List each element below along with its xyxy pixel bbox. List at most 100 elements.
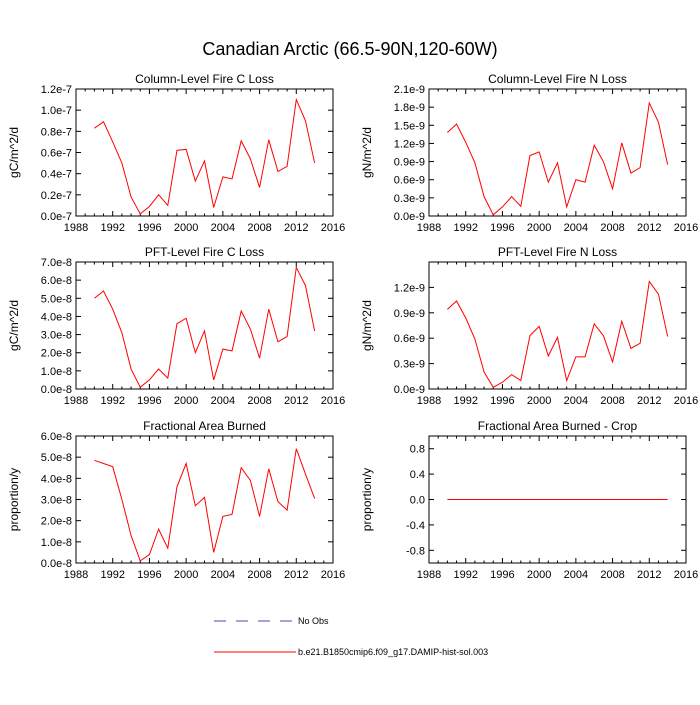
x-tick-label: 2012 [284, 569, 308, 581]
y-tick-label: 6.0e-8 [41, 275, 72, 287]
y-tick-label: 5.0e-8 [41, 452, 72, 464]
y-tick-label: 0.9e-9 [394, 157, 425, 169]
x-tick-label: 2004 [564, 569, 588, 581]
y-tick-label: 0.8e-7 [41, 126, 72, 138]
x-tick-label: 2000 [527, 569, 551, 581]
series-line [94, 448, 316, 562]
y-tick-label: 1.2e-9 [394, 138, 425, 150]
x-tick-label: 1988 [417, 395, 441, 407]
y-tick-label: 4.0e-8 [41, 311, 72, 323]
legend: No Obs b.e21.B1850cmip6.f09_g17.DAMIP-hi… [214, 616, 488, 657]
y-tick-label: 4.0e-8 [41, 473, 72, 485]
y-tick-label: 1.0e-7 [41, 105, 72, 117]
y-tick-label: 0.0 [410, 495, 425, 507]
x-tick-label: 1992 [100, 569, 124, 581]
y-tick-label: 7.0e-8 [41, 257, 72, 269]
y-tick-label: 0.6e-9 [394, 175, 425, 187]
chart-panel-1: Column-Level Fire N Loss gN/m^2/d 1988 1992… [360, 72, 698, 234]
y-tick-label: 1.0e-8 [41, 366, 72, 378]
y-tick-label: 0.0e-7 [41, 211, 72, 223]
y-tick-label: 0.0e-8 [41, 558, 72, 570]
x-tick-label: 2008 [600, 395, 624, 407]
y-tick-label: 3.0e-8 [41, 330, 72, 342]
y-axis-label: proportion/y [7, 468, 21, 531]
x-tick-label: 1996 [490, 222, 514, 234]
series-line [447, 280, 669, 388]
legend-label-model: b.e21.B1850cmip6.f09_g17.DAMIP-hist-sol.… [298, 647, 488, 657]
plot-frame [428, 261, 687, 390]
chart-title: PFT-Level Fire C Loss [145, 245, 264, 259]
y-axis-label: gN/m^2/d [360, 300, 374, 351]
chart-panel-3: PFT-Level Fire N Loss gN/m^2/d 1988 1992 199… [360, 245, 698, 407]
x-tick-label: 2004 [211, 222, 235, 234]
x-tick-label: 2016 [321, 222, 345, 234]
x-tick-label: 2000 [174, 569, 198, 581]
x-tick-label: 1988 [64, 222, 88, 234]
x-tick-label: 2016 [674, 222, 698, 234]
chart-panels: Column-Level Fire C Loss gC/m^2/d 1988 1992… [7, 72, 698, 581]
x-tick-label: 1996 [137, 569, 161, 581]
y-tick-label: 0.0e-9 [394, 211, 425, 223]
x-tick-label: 2012 [637, 395, 661, 407]
y-axis-label: gC/m^2/d [7, 127, 21, 178]
x-tick-label: 2012 [637, 569, 661, 581]
x-tick-label: 2012 [284, 395, 308, 407]
x-tick-label: 2016 [674, 569, 698, 581]
y-tick-label: 1.2e-9 [394, 282, 425, 294]
x-tick-label: 2008 [247, 395, 271, 407]
x-tick-label: 2000 [527, 222, 551, 234]
x-tick-label: 1996 [490, 395, 514, 407]
y-tick-label: 6.0e-8 [41, 431, 72, 443]
legend-label-no-obs: No Obs [298, 616, 329, 626]
y-tick-label: 5.0e-8 [41, 293, 72, 305]
x-tick-label: 1988 [417, 569, 441, 581]
x-tick-label: 2004 [211, 395, 235, 407]
x-tick-label: 1988 [64, 395, 88, 407]
x-tick-label: 1992 [100, 222, 124, 234]
y-tick-label: 1.0e-8 [41, 537, 72, 549]
chart-title: Column-Level Fire C Loss [135, 72, 274, 86]
y-tick-label: 0.3e-9 [394, 193, 425, 205]
y-tick-label: 1.2e-7 [41, 84, 72, 96]
x-tick-label: 2016 [674, 395, 698, 407]
series-line [94, 265, 316, 388]
x-tick-label: 1996 [137, 222, 161, 234]
y-axis-label: gN/m^2/d [360, 127, 374, 178]
x-tick-label: 1996 [137, 395, 161, 407]
y-tick-label: 0.6e-9 [394, 333, 425, 345]
y-tick-label: -0.8 [406, 545, 425, 557]
chart-panel-0: Column-Level Fire C Loss gC/m^2/d 1988 1992… [7, 72, 345, 234]
x-tick-label: 2008 [247, 569, 271, 581]
y-tick-label: 0.3e-9 [394, 359, 425, 371]
x-tick-label: 1988 [417, 222, 441, 234]
x-tick-label: 1988 [64, 569, 88, 581]
x-tick-label: 2004 [564, 395, 588, 407]
x-tick-label: 2008 [600, 222, 624, 234]
plot-frame [428, 88, 687, 217]
y-axis-label: gC/m^2/d [7, 300, 21, 351]
x-tick-label: 1992 [453, 222, 477, 234]
x-tick-label: 2012 [637, 222, 661, 234]
series-line [447, 101, 669, 216]
y-tick-label: 2.1e-9 [394, 84, 425, 96]
chart-title: PFT-Level Fire N Loss [498, 245, 617, 259]
x-tick-label: 2012 [284, 222, 308, 234]
x-tick-label: 2008 [247, 222, 271, 234]
x-tick-label: 1992 [453, 569, 477, 581]
plot-frame [75, 88, 334, 217]
y-tick-label: 0.4e-7 [41, 169, 72, 181]
y-axis-label: proportion/y [360, 468, 374, 531]
x-tick-label: 2016 [321, 569, 345, 581]
chart-panel-4: Fractional Area Burned proportion/y 1988 19… [7, 419, 345, 581]
series-line [94, 97, 316, 215]
y-tick-label: 0.8 [410, 444, 425, 456]
y-tick-label: 1.5e-9 [394, 120, 425, 132]
page-title: Canadian Arctic (66.5-90N,120-60W) [202, 39, 497, 59]
chart-title: Column-Level Fire N Loss [488, 72, 627, 86]
x-tick-label: 2016 [321, 395, 345, 407]
y-tick-label: 0.4 [410, 469, 425, 481]
x-tick-label: 2004 [564, 222, 588, 234]
y-tick-label: 1.8e-9 [394, 102, 425, 114]
